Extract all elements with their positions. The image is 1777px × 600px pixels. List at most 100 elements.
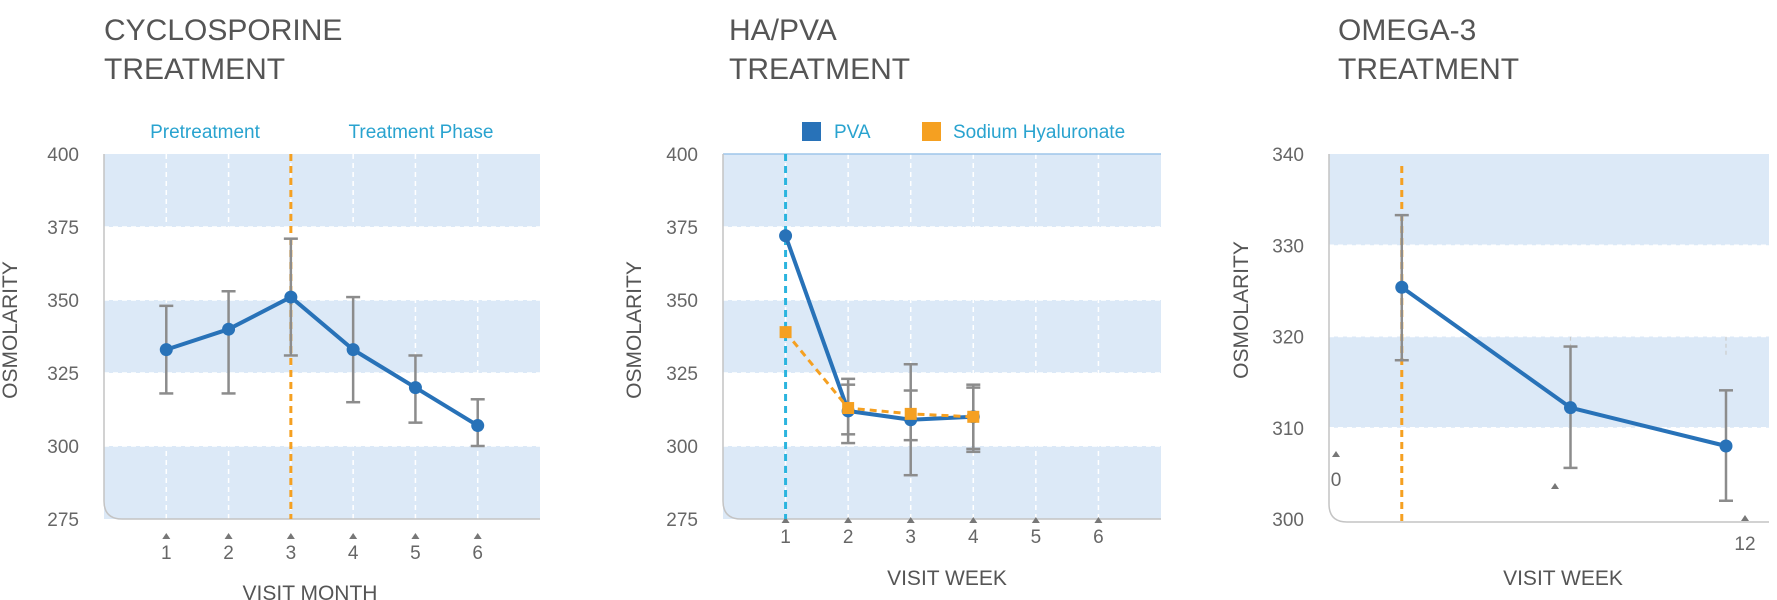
y-tick-labels: 400 375 350 325 300 275: [666, 145, 698, 531]
data-point: [159, 343, 173, 357]
y-tick-label: 300: [1272, 510, 1304, 531]
x-tick-marker: [411, 533, 420, 539]
chart-title-line-1: CYCLOSPORINE: [104, 14, 342, 47]
y-tick-label: 275: [47, 510, 79, 531]
axis-frame: [103, 154, 540, 520]
data-point: [967, 410, 980, 423]
x-tick-label: 1: [780, 527, 791, 548]
y-axis-label: OSMOLARITY: [0, 261, 22, 399]
chart-title-line-2: TREATMENT: [104, 53, 285, 86]
x-tick-label: 6: [472, 543, 483, 564]
y-tick-label: 375: [47, 218, 79, 239]
y-tick-label: 350: [666, 291, 698, 312]
axis-frame: [1328, 154, 1769, 523]
y-tick-label: 300: [47, 437, 79, 458]
x-tick-label: 1: [161, 543, 172, 564]
chart-title-line-2: TREATMENT: [729, 53, 910, 86]
chart-title-line-1: OMEGA-3: [1338, 14, 1476, 47]
annotation-treatment-phase: Treatment Phase: [348, 122, 493, 143]
x-tick-label: 4: [348, 543, 359, 564]
y-axis-label: OSMOLARITY: [623, 261, 646, 399]
series-line: [165, 295, 479, 428]
series-line: [783, 235, 974, 422]
series-line: [784, 331, 974, 419]
y-tick-label: 350: [47, 291, 79, 312]
x-tick-marker: [286, 533, 295, 539]
y-tick-label: 400: [666, 145, 698, 166]
data-point: [842, 402, 855, 415]
value-band: [723, 300, 1161, 373]
x-tick-marker: [906, 517, 915, 523]
y-tick-label: 375: [666, 218, 698, 239]
x-axis-label: VISIT MONTH: [243, 582, 378, 600]
x-tick-label: 12: [1734, 534, 1755, 555]
annotation-pretreatment: Pretreatment: [150, 122, 261, 143]
value-band: [723, 154, 1161, 227]
data-point: [408, 381, 422, 395]
x-tick-labels: 0 12: [1331, 451, 1756, 555]
x-tick-marker: [349, 533, 358, 539]
y-tick-label: 310: [1272, 419, 1304, 440]
x-axis-label: VISIT WEEK: [1503, 567, 1623, 590]
x-tick-label: 4: [968, 527, 979, 548]
y-tick-label: 300: [666, 437, 698, 458]
x-tick-marker: [969, 517, 978, 523]
chart-title-line-1: HA/PVA: [729, 14, 837, 47]
y-tick-labels: 340 330 320 310 300: [1272, 145, 1304, 531]
x-tick-marker: [844, 517, 853, 523]
panel-omega-3: OMEGA-3 TREATMENT 340 330 320 310 300 0 12 VI…: [1230, 14, 1769, 590]
data-point: [904, 407, 917, 420]
data-point: [1564, 401, 1578, 415]
data-point: [284, 290, 298, 304]
value-band: [1329, 336, 1769, 428]
x-tick-marker: [1741, 515, 1749, 521]
chart-title-line-2: TREATMENT: [1338, 53, 1519, 86]
panel-cyclosporine: CYCLOSPORINE TREATMENT Pretreatment Trea…: [0, 14, 540, 600]
y-tick-label: 275: [666, 510, 698, 531]
value-band: [104, 154, 540, 227]
x-tick-marker: [1031, 517, 1040, 523]
y-tick-label: 320: [1272, 328, 1304, 349]
x-axis-label: VISIT WEEK: [887, 567, 1007, 590]
value-band: [104, 300, 540, 373]
data-point: [222, 322, 236, 336]
value-band: [1329, 154, 1769, 246]
x-tick-marker: [224, 533, 233, 539]
x-tick-labels: 1 2 3 4 5 6: [780, 517, 1104, 548]
y-tick-label: 340: [1272, 145, 1304, 166]
data-series: [1394, 213, 1733, 502]
x-tick-marker: [1332, 451, 1340, 457]
y-tick-label: 325: [47, 364, 79, 385]
legend-label-sodium-hyaluronate: Sodium Hyaluronate: [953, 122, 1125, 143]
data-point: [779, 229, 793, 243]
panel-ha-pva: HA/PVA TREATMENT PVA Sodium Hyaluronate …: [623, 14, 1161, 590]
x-tick-marker: [781, 517, 790, 523]
data-series: [779, 229, 981, 477]
value-band: [723, 446, 1161, 519]
value-band: [104, 446, 540, 519]
data-point: [779, 326, 792, 339]
plot-bands: [1329, 154, 1769, 428]
y-axis-label: OSMOLARITY: [1230, 241, 1253, 379]
legend-swatch-pva: [802, 122, 821, 141]
legend-label-pva: PVA: [834, 122, 871, 143]
x-tick-label: 0: [1331, 470, 1342, 491]
x-tick-marker: [473, 533, 482, 539]
y-tick-label: 400: [47, 145, 79, 166]
data-point: [1719, 439, 1733, 453]
x-tick-marker: [1094, 517, 1103, 523]
data-point: [471, 419, 485, 433]
x-tick-label: 5: [1031, 527, 1042, 548]
x-tick-label: 5: [410, 543, 421, 564]
y-tick-labels: 400 375 350 325 300 275: [47, 145, 79, 531]
data-point: [346, 343, 360, 357]
plot-bands: [104, 154, 540, 519]
grid-lines: [723, 153, 1161, 519]
x-tick-label: 2: [223, 543, 234, 564]
axis-frame: [722, 154, 1161, 520]
x-tick-marker: [162, 533, 171, 539]
x-tick-labels: 1 2 3 4 5 6: [161, 533, 483, 564]
plot-bands: [723, 154, 1161, 519]
data-point: [1395, 280, 1409, 294]
